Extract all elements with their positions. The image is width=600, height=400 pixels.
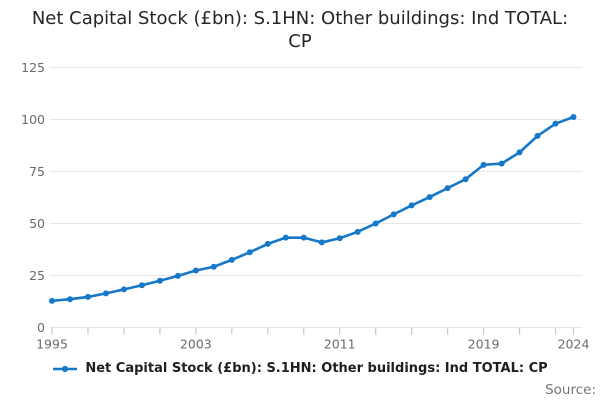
svg-text:1995: 1995 [36,337,68,352]
svg-text:2003: 2003 [180,337,212,352]
svg-text:75: 75 [29,164,45,179]
svg-text:2011: 2011 [324,337,356,352]
source-label: Source: [545,382,596,398]
svg-text:2024: 2024 [558,337,590,352]
legend-label: Net Capital Stock (£bn): S.1HN: Other bu… [85,361,548,376]
svg-text:50: 50 [29,216,45,231]
svg-text:0: 0 [37,320,45,335]
legend: Net Capital Stock (£bn): S.1HN: Other bu… [0,361,600,376]
legend-item[interactable]: Net Capital Stock (£bn): S.1HN: Other bu… [52,361,548,376]
svg-text:2019: 2019 [468,337,500,352]
chart-title: Net Capital Stock (£bn): S.1HN: Other bu… [31,8,569,52]
svg-text:25: 25 [29,268,45,283]
line-dot-icon [53,365,78,372]
svg-text:100: 100 [21,112,45,127]
svg-text:125: 125 [21,60,45,75]
